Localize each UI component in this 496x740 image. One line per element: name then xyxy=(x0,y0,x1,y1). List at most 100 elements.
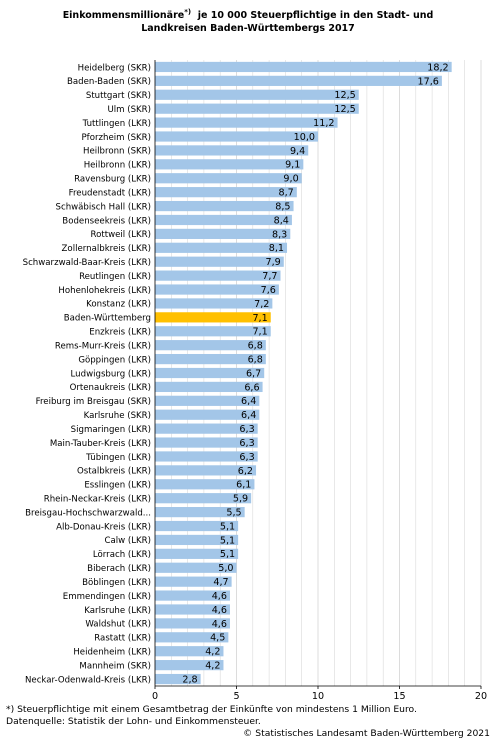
category-label: Heilbronn (SKR) xyxy=(83,147,151,157)
bar xyxy=(155,660,224,671)
bar-value-label: 4,2 xyxy=(205,661,220,672)
bar xyxy=(155,117,338,128)
title-rest: je 10 000 Steuerpflichtige in den Stadt-… xyxy=(197,10,434,22)
bar-value-label: 5,1 xyxy=(220,521,235,532)
bar xyxy=(155,242,288,253)
bar-value-label: 6,3 xyxy=(239,424,254,435)
bar xyxy=(155,61,452,73)
category-label-layer: Heidelberg (SKR) Baden-Baden (SKR) Stuttga… xyxy=(23,63,151,685)
bar xyxy=(155,131,318,142)
x-tick-label: 0 xyxy=(152,691,158,700)
bar xyxy=(155,646,224,657)
bar-value-label: 9,1 xyxy=(285,160,300,171)
bar-value-label: 8,7 xyxy=(279,188,294,199)
category-label: Ostalbkreis (LKR) xyxy=(77,467,151,477)
bar xyxy=(155,89,359,100)
category-label: Neckar-Odenwald-Kreis (LKR) xyxy=(25,675,151,685)
bar-highlight xyxy=(155,312,271,323)
bar-value-label: 7,1 xyxy=(252,313,267,324)
bar xyxy=(155,507,245,518)
bar-value-label: 9,0 xyxy=(283,174,298,185)
bar xyxy=(155,270,281,281)
bar-value-label: 18,2 xyxy=(427,62,448,73)
bar xyxy=(155,576,232,587)
bar xyxy=(155,451,258,462)
bar-value-label: 5,1 xyxy=(220,535,235,546)
bar-value-label: 4,7 xyxy=(213,577,228,588)
bar xyxy=(155,173,302,184)
copyright: © Statistisches Landesamt Baden-Württemb… xyxy=(243,728,490,739)
category-label: Emmendingen (LKR) xyxy=(63,592,151,602)
category-label: Heidenheim (LKR) xyxy=(73,648,151,658)
bar-value-label: 6,6 xyxy=(244,382,259,393)
category-label: Rhein-Neckar-Kreis (LKR) xyxy=(44,495,151,505)
bar-value-label: 7,1 xyxy=(252,327,267,338)
bar-value-label: 8,1 xyxy=(269,243,284,254)
bar xyxy=(155,548,239,559)
category-label: Rottweil (LKR) xyxy=(90,230,151,240)
category-label: Breisgau-Hochschwarzwald... xyxy=(25,508,151,518)
bar-value-label: 6,4 xyxy=(241,410,256,421)
category-label: Baden-Baden (SKR) xyxy=(67,77,151,87)
bar xyxy=(155,298,273,309)
bar xyxy=(155,381,263,393)
bar-value-label: 8,3 xyxy=(272,229,287,240)
bar-value-label: 8,4 xyxy=(274,215,289,226)
title-main: Einkommensmillionäre xyxy=(62,10,185,22)
bar-chart: 18,217,612,512,511,210,09,49,19,08,78,58… xyxy=(23,60,487,700)
bar-value-label: 7,7 xyxy=(262,271,277,282)
category-label: Lörrach (LKR) xyxy=(93,550,151,560)
category-label: Tübingen (LKR) xyxy=(85,453,151,463)
category-label: Heilbronn (LKR) xyxy=(84,161,151,171)
bar xyxy=(155,562,237,573)
bar-value-label: 8,5 xyxy=(275,201,290,212)
category-label: Freiburg im Breisgau (SKR) xyxy=(36,397,151,407)
category-label: Freudenstadt (LKR) xyxy=(69,188,151,198)
bar xyxy=(155,395,260,406)
category-label: Mannheim (SKR) xyxy=(79,661,151,671)
category-label: Alb-Donau-Kreis (LKR) xyxy=(56,522,151,532)
bar-value-label: 6,8 xyxy=(248,341,263,352)
bar-value-label: 12,5 xyxy=(334,90,355,101)
category-label: Karlsruhe (LKR) xyxy=(84,606,151,616)
bar xyxy=(155,604,230,615)
bar-value-label: 5,1 xyxy=(220,549,235,560)
category-label: Hohenlohekreis (LKR) xyxy=(58,286,151,296)
bar-value-label: 6,1 xyxy=(236,480,251,491)
bar xyxy=(155,520,239,532)
footnote: *) Steuerpflichtige mit einem Gesamtbetr… xyxy=(6,704,417,715)
category-label: Ravensburg (LKR) xyxy=(74,175,151,185)
bar-value-label: 7,6 xyxy=(261,285,276,296)
category-label: Böblingen (LKR) xyxy=(82,578,151,588)
bar-value-label: 10,0 xyxy=(294,132,315,143)
bar xyxy=(155,187,297,198)
bar-value-label: 7,2 xyxy=(254,299,269,310)
bar-value-label: 17,6 xyxy=(418,76,439,87)
bar-value-label: 5,5 xyxy=(226,508,241,519)
category-label: Sigmaringen (LKR) xyxy=(71,425,151,435)
category-label: Stuttgart (SKR) xyxy=(86,91,151,101)
x-tick-label: 10 xyxy=(312,691,324,700)
bar xyxy=(155,437,258,448)
bar xyxy=(155,326,271,337)
axis-layer: 0 5 10 15 20 xyxy=(152,60,487,700)
bar-value-label: 4,2 xyxy=(205,647,220,658)
bar-value-label: 6,2 xyxy=(238,466,253,477)
bar xyxy=(155,159,304,170)
bar xyxy=(155,493,252,504)
bar xyxy=(155,534,239,546)
bar xyxy=(155,284,279,295)
bar-layer: 18,217,612,512,511,210,09,49,19,08,78,58… xyxy=(155,61,452,685)
category-label: Zollernalbkreis (LKR) xyxy=(62,244,151,254)
category-label: Ortenaukreis (LKR) xyxy=(70,383,151,393)
category-label: Biberach (LKR) xyxy=(87,564,151,574)
bar xyxy=(155,590,230,601)
bar-value-label: 12,5 xyxy=(334,104,355,115)
category-label: Baden-Württemberg xyxy=(64,314,151,324)
bar xyxy=(155,479,255,490)
category-label: Ulm (SKR) xyxy=(107,105,151,115)
category-label: Pforzheim (SKR) xyxy=(81,133,151,143)
category-label: Ludwigsburg (LKR) xyxy=(71,369,151,379)
bar xyxy=(155,409,260,420)
bar-value-label: 6,8 xyxy=(248,354,263,365)
